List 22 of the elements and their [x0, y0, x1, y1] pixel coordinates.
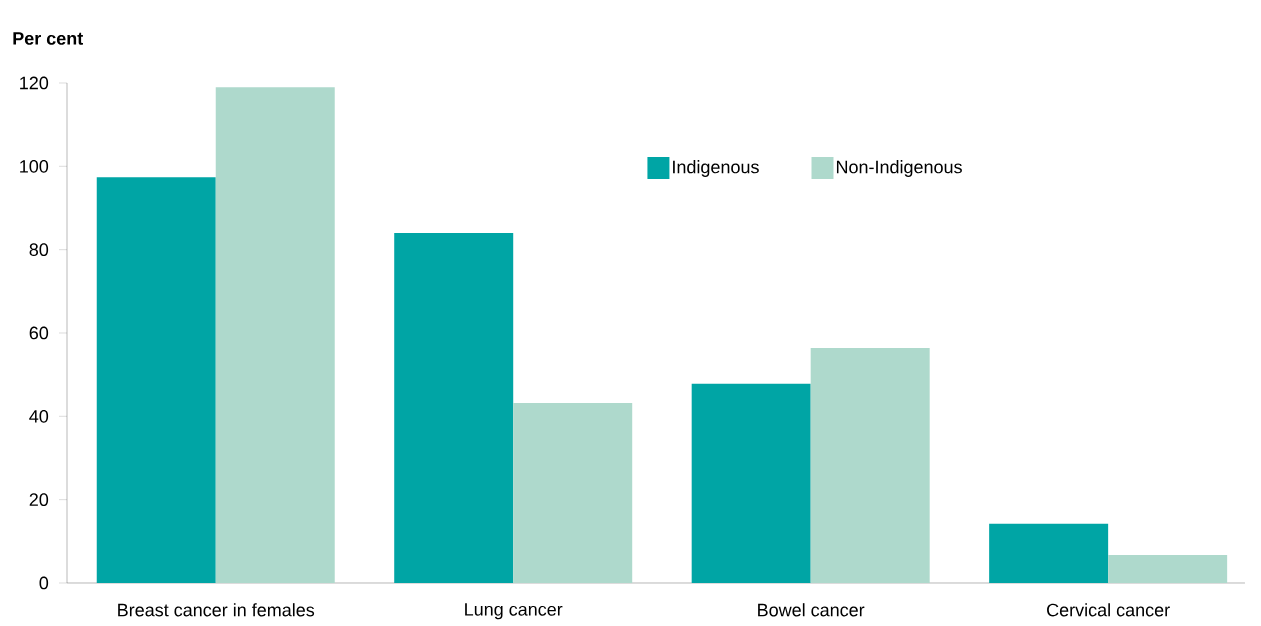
y-tick-label: 20	[29, 493, 49, 507]
x-tick-label: Bowel cancer	[758, 603, 865, 617]
bar	[1108, 555, 1228, 583]
y-tick-label: 100	[20, 159, 49, 173]
bar	[215, 87, 335, 583]
legend-label: Indigenous	[673, 160, 759, 177]
y-tick-label: 60	[29, 326, 49, 340]
bar	[394, 232, 514, 583]
legend-label: Non-Indigenous	[836, 160, 962, 177]
y-tick-label: 40	[29, 409, 49, 423]
bar	[810, 347, 930, 583]
bar	[989, 523, 1109, 583]
bar	[691, 383, 811, 583]
y-tick-label: 120	[20, 76, 49, 90]
x-tick-label: Lung cancer	[465, 603, 563, 620]
y-axis-title: Per cent	[13, 32, 83, 45]
bar	[96, 177, 216, 583]
x-tick-label: Breast cancer in females	[118, 603, 315, 617]
x-tick-label: Cervical cancer	[1047, 603, 1170, 617]
y-tick-label: 80	[29, 243, 49, 257]
bar	[513, 402, 633, 583]
y-tick-label: 0	[39, 576, 49, 590]
